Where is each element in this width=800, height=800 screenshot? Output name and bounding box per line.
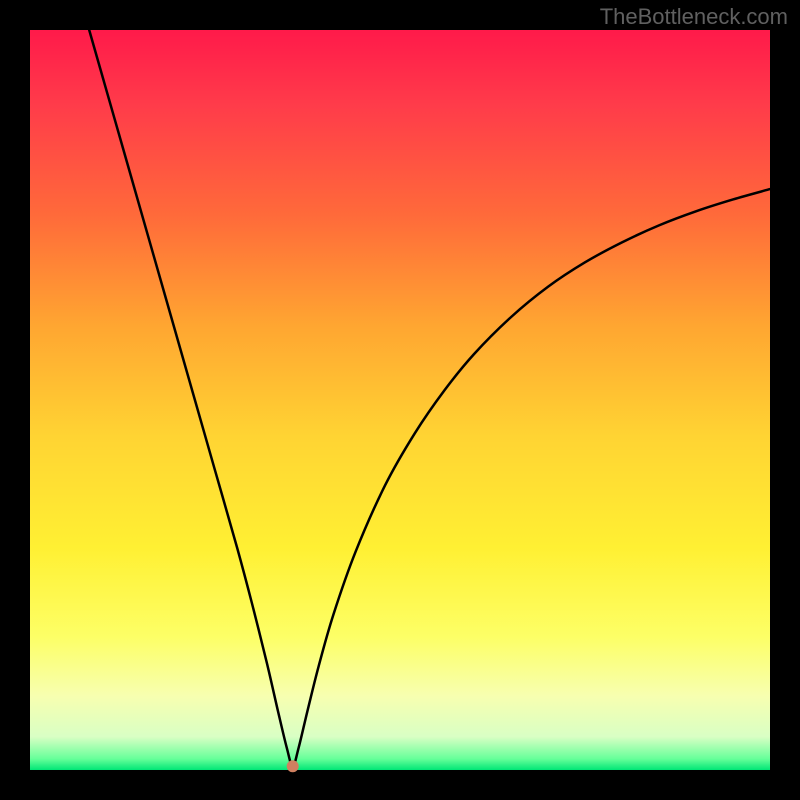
chart-container: TheBottleneck.com: [0, 0, 800, 800]
minimum-marker: [287, 760, 299, 772]
watermark-text: TheBottleneck.com: [600, 4, 788, 30]
chart-background-gradient: [30, 30, 770, 770]
bottleneck-chart: [0, 0, 800, 800]
